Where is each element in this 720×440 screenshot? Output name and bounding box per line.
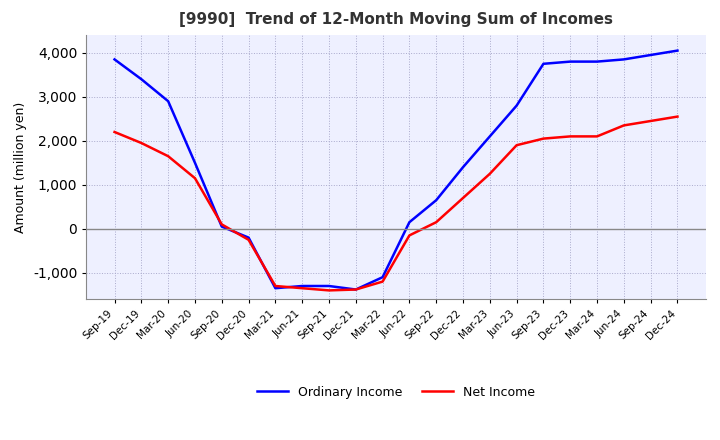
Net Income [110, 129, 119, 135]
Net Income [432, 220, 441, 225]
Ordinary Income [513, 103, 521, 108]
Net Income [405, 233, 414, 238]
Net Income [351, 287, 360, 292]
Ordinary Income [539, 61, 548, 66]
Net Income [325, 288, 333, 293]
Net Income [459, 195, 467, 201]
Net Income [378, 279, 387, 284]
Ordinary Income [271, 286, 279, 291]
Ordinary Income [164, 99, 173, 104]
Ordinary Income [647, 52, 655, 58]
Ordinary Income [673, 48, 682, 53]
Net Income [619, 123, 628, 128]
Net Income [647, 118, 655, 124]
Net Income [244, 237, 253, 242]
Ordinary Income [378, 275, 387, 280]
Ordinary Income [619, 57, 628, 62]
Net Income [485, 171, 494, 176]
Ordinary Income [432, 198, 441, 203]
Net Income [164, 154, 173, 159]
Ordinary Income [325, 283, 333, 289]
Ordinary Income [459, 165, 467, 170]
Net Income [298, 286, 307, 291]
Title: [9990]  Trend of 12-Month Moving Sum of Incomes: [9990] Trend of 12-Month Moving Sum of I… [179, 12, 613, 27]
Net Income [566, 134, 575, 139]
Ordinary Income [217, 224, 226, 229]
Line: Ordinary Income: Ordinary Income [114, 51, 678, 290]
Ordinary Income [298, 283, 307, 289]
Ordinary Income [593, 59, 601, 64]
Line: Net Income: Net Income [114, 117, 678, 290]
Net Income [217, 222, 226, 227]
Net Income [137, 140, 145, 146]
Ordinary Income [244, 235, 253, 240]
Net Income [539, 136, 548, 141]
Ordinary Income [485, 134, 494, 139]
Y-axis label: Amount (million yen): Amount (million yen) [14, 102, 27, 233]
Ordinary Income [351, 287, 360, 292]
Net Income [673, 114, 682, 119]
Net Income [191, 176, 199, 181]
Legend: Ordinary Income, Net Income: Ordinary Income, Net Income [252, 381, 540, 404]
Ordinary Income [110, 57, 119, 62]
Net Income [593, 134, 601, 139]
Ordinary Income [191, 160, 199, 165]
Net Income [271, 283, 279, 289]
Ordinary Income [566, 59, 575, 64]
Net Income [513, 143, 521, 148]
Ordinary Income [137, 77, 145, 82]
Ordinary Income [405, 220, 414, 225]
